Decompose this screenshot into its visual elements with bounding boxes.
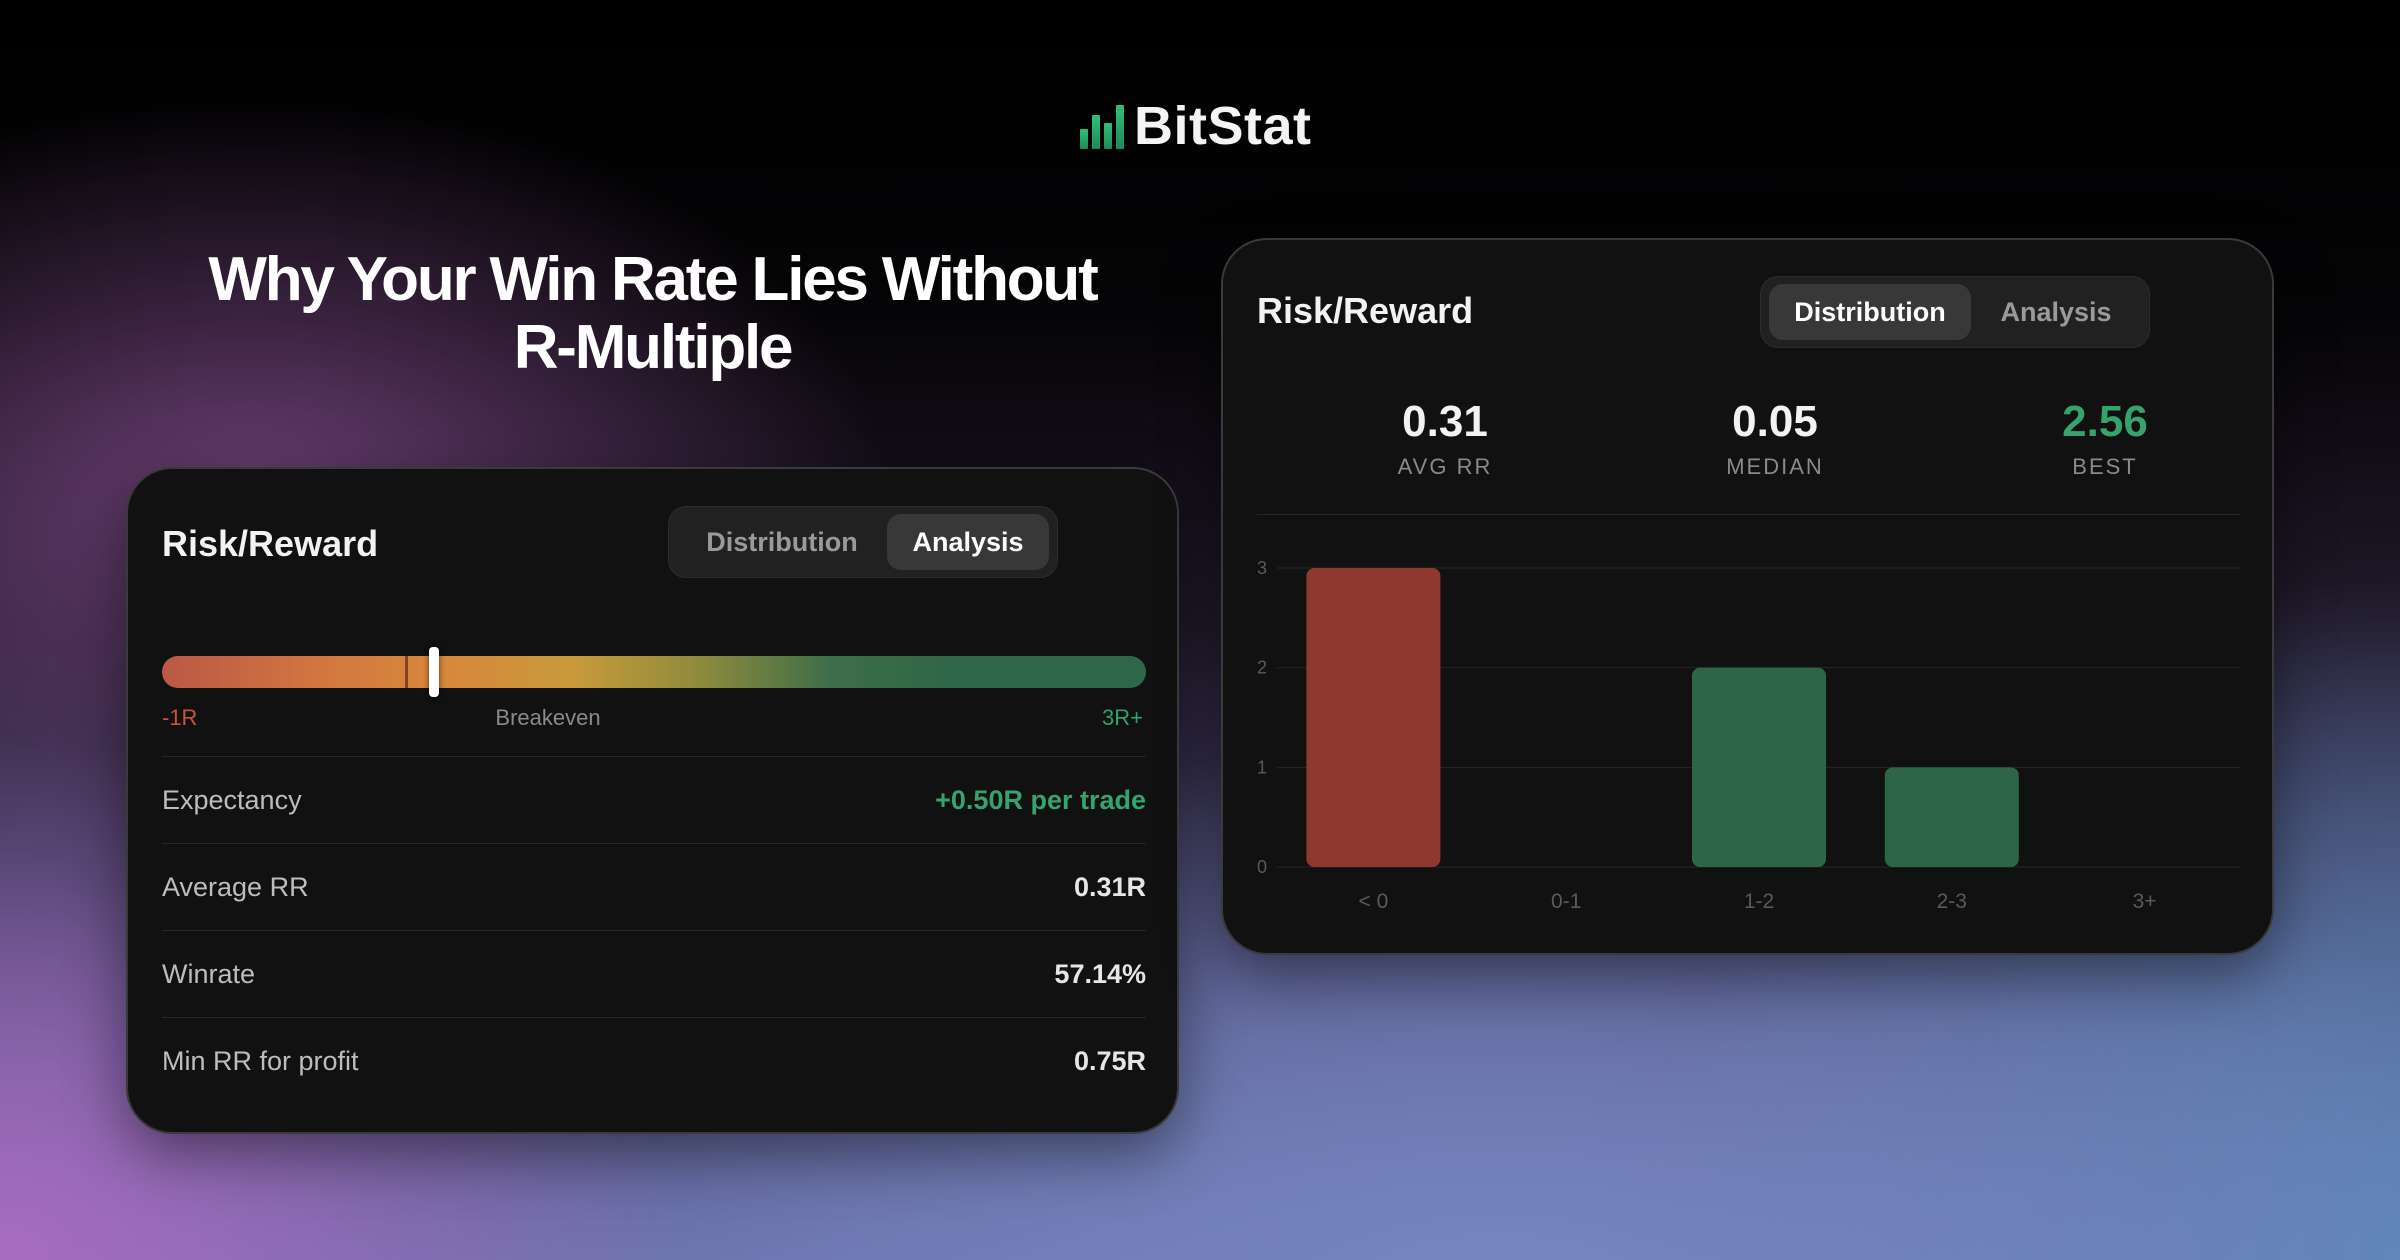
scale-min-label: -1R bbox=[162, 705, 198, 730]
stat-label: Winrate bbox=[162, 958, 256, 989]
card-title: Risk/Reward bbox=[162, 523, 379, 564]
y-tick-label: 1 bbox=[1257, 757, 1267, 777]
bar-0[interactable] bbox=[1306, 568, 1441, 867]
headline-line-2: R-Multiple bbox=[513, 313, 794, 382]
view-toggle: Distribution Analysis bbox=[1760, 276, 2150, 348]
breakeven-tick bbox=[405, 656, 408, 688]
y-tick-label: 3 bbox=[1257, 558, 1267, 578]
stat-row-min-rr: Min RR for profit 0.75R bbox=[162, 1017, 1146, 1104]
x-tick-label: 0-1 bbox=[1551, 890, 1581, 913]
summary-value: 0.31 bbox=[1402, 397, 1488, 446]
tab-distribution[interactable]: Distribution bbox=[706, 526, 858, 557]
brand-name: BitStat bbox=[1134, 96, 1312, 156]
bar-23[interactable] bbox=[1884, 767, 2019, 867]
stat-row-winrate: Winrate 57.14% bbox=[162, 930, 1146, 1017]
x-tick-label: 3+ bbox=[2133, 890, 2157, 913]
rr-distribution-chart: 0 1 2 3 < 0 0-1 1-2 2-3 3+ bbox=[1257, 558, 2241, 913]
card-title: Risk/Reward bbox=[1257, 290, 1474, 331]
scale-breakeven-label: Breakeven bbox=[495, 705, 601, 730]
bitstat-logo: BitStat bbox=[1080, 96, 1312, 156]
stat-label: Average RR bbox=[162, 871, 309, 902]
page-headline: Why Your Win Rate Lies Without R-Multipl… bbox=[150, 246, 1155, 382]
divider bbox=[1257, 514, 2241, 515]
stat-label: Min RR for profit bbox=[162, 1045, 359, 1076]
rr-summary: 0.31 AVG RR 0.05 MEDIAN 2.56 BEST bbox=[1257, 400, 2241, 500]
stat-label: Expectancy bbox=[162, 784, 302, 815]
stat-row-expectancy: Expectancy +0.50R per trade bbox=[162, 756, 1146, 843]
risk-reward-analysis-card: Risk/Reward Distribution Analysis -1R Br… bbox=[126, 467, 1179, 1134]
tab-analysis[interactable]: Analysis bbox=[2000, 296, 2112, 327]
summary-value: 2.56 bbox=[2062, 397, 2148, 446]
rr-gradient-scale bbox=[162, 656, 1146, 688]
x-tick-label: < 0 bbox=[1359, 890, 1389, 913]
summary-avg-rr: 0.31 AVG RR bbox=[1295, 400, 1595, 480]
risk-reward-distribution-card: Risk/Reward Distribution Analysis 0.31 A… bbox=[1221, 238, 2274, 955]
x-tick-label: 2-3 bbox=[1937, 890, 1967, 913]
stat-value: +0.50R per trade bbox=[935, 784, 1146, 815]
view-toggle: Distribution Analysis bbox=[668, 506, 1058, 578]
summary-label: MEDIAN bbox=[1726, 454, 1824, 479]
stat-row-average-rr: Average RR 0.31R bbox=[162, 843, 1146, 930]
scale-max-label: 3R+ bbox=[1102, 705, 1143, 730]
summary-value: 0.05 bbox=[1732, 397, 1818, 446]
stat-value: 0.75R bbox=[1073, 1045, 1146, 1076]
summary-label: AVG RR bbox=[1397, 454, 1493, 479]
bar-chart-icon bbox=[1080, 103, 1126, 149]
summary-median: 0.05 MEDIAN bbox=[1625, 400, 1925, 480]
tab-analysis[interactable]: Analysis bbox=[887, 514, 1049, 570]
y-tick-label: 2 bbox=[1257, 658, 1267, 678]
stat-value: 0.31R bbox=[1073, 871, 1146, 902]
rr-position-marker bbox=[429, 647, 439, 697]
y-tick-label: 0 bbox=[1257, 857, 1267, 877]
headline-line-1: Why Your Win Rate Lies Without bbox=[208, 245, 1098, 314]
bar-12[interactable] bbox=[1692, 667, 1826, 867]
tab-distribution[interactable]: Distribution bbox=[1769, 284, 1971, 340]
summary-label: BEST bbox=[2072, 454, 2138, 479]
stat-value: 57.14% bbox=[1054, 958, 1146, 989]
summary-best: 2.56 BEST bbox=[1955, 400, 2255, 480]
x-tick-label: 1-2 bbox=[1744, 890, 1774, 913]
